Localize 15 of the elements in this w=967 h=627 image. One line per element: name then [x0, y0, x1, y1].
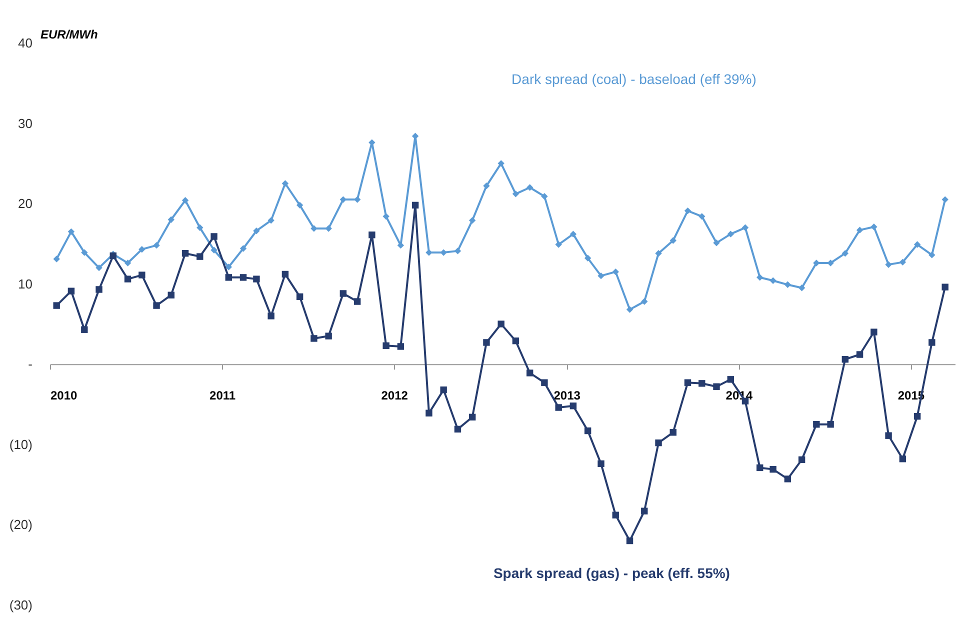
y-tick-label: (20)	[9, 517, 32, 532]
y-axis-title: EUR/MWh	[40, 28, 98, 42]
y-tick-label: 20	[18, 196, 32, 212]
y-tick-label: (30)	[9, 598, 32, 612]
x-tick-label: 2012	[381, 388, 408, 403]
y-tick-label: 30	[18, 116, 32, 131]
text: Dark spread (coal) - baseload (eff 39%)	[512, 71, 756, 87]
y-tick-label: -	[28, 356, 32, 372]
y-tick-label: 10	[18, 276, 32, 292]
y-tick-label: (10)	[9, 436, 32, 452]
x-tick-label: 2013	[554, 388, 581, 403]
text: Spark spread (gas) - peak (eff. 55%)	[493, 565, 730, 581]
y-tick-label: 40	[18, 36, 32, 50]
x-tick-label: 2010	[50, 388, 78, 403]
x-tick-label: 2011	[210, 388, 236, 403]
